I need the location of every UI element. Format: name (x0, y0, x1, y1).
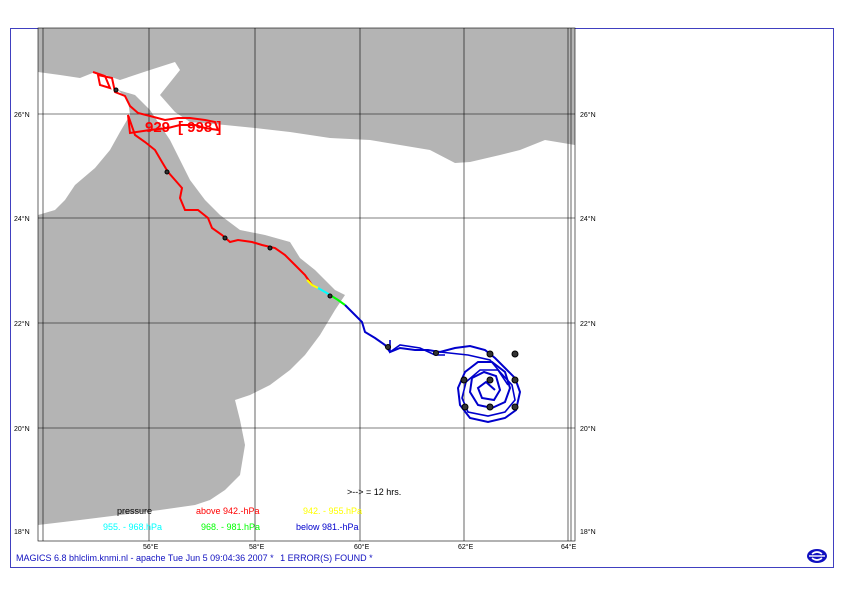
footer-system-info: MAGICS 6.8 bhlclim.knmi.nl - apache Tue … (16, 553, 274, 563)
ecmwf-logo-icon (807, 549, 827, 563)
lat-label-18-right: 18°N (580, 528, 596, 536)
track-markers (113, 87, 519, 411)
lat-label-20-right: 20°N (580, 425, 596, 433)
track-red (92, 71, 313, 286)
legend-item-green: 968. - 981.hPa (201, 522, 260, 532)
track-cyan (317, 287, 331, 296)
pressure-label-main: 929 (145, 119, 170, 136)
lat-label-24-left: 24°N (14, 215, 30, 223)
legend-item-red: above 942.-hPa (196, 506, 260, 516)
grid (37, 27, 576, 542)
footer: MAGICS 6.8 bhlclim.knmi.nl - apache Tue … (16, 553, 377, 563)
land-iran (38, 28, 575, 163)
lat-label-26-right: 26°N (580, 111, 596, 119)
track-yellow (306, 279, 319, 289)
track-green (329, 294, 346, 306)
legend-title: pressure (117, 506, 152, 516)
lon-label-58: 58°E (249, 543, 265, 551)
lon-label-56: 56°E (143, 543, 159, 551)
legend-item-blue: below 981.-hPa (296, 522, 359, 532)
land-oman (38, 90, 345, 525)
footer-error-count: 1 ERROR(S) FOUND * (280, 553, 373, 563)
lon-label-60: 60°E (354, 543, 370, 551)
track-blue-loop (439, 351, 516, 417)
legend-interval: >--> = 12 hrs. (347, 487, 401, 497)
legend-item-cyan: 955. - 968.hPa (103, 522, 162, 532)
lon-label-64: 64°E (561, 543, 577, 551)
lat-label-22-right: 22°N (580, 320, 596, 328)
legend-item-yellow: 942. - 955.hPa (303, 506, 362, 516)
lat-label-20-left: 20°N (14, 425, 30, 433)
lat-label-26-left: 26°N (14, 111, 30, 119)
track-blue (344, 304, 522, 424)
pressure-label-box: [ 998 ] (178, 119, 221, 136)
lon-label-62: 62°E (458, 543, 474, 551)
lat-label-22-left: 22°N (14, 320, 30, 328)
lat-label-18-left: 18°N (14, 528, 30, 536)
lat-label-24-right: 24°N (580, 215, 596, 223)
